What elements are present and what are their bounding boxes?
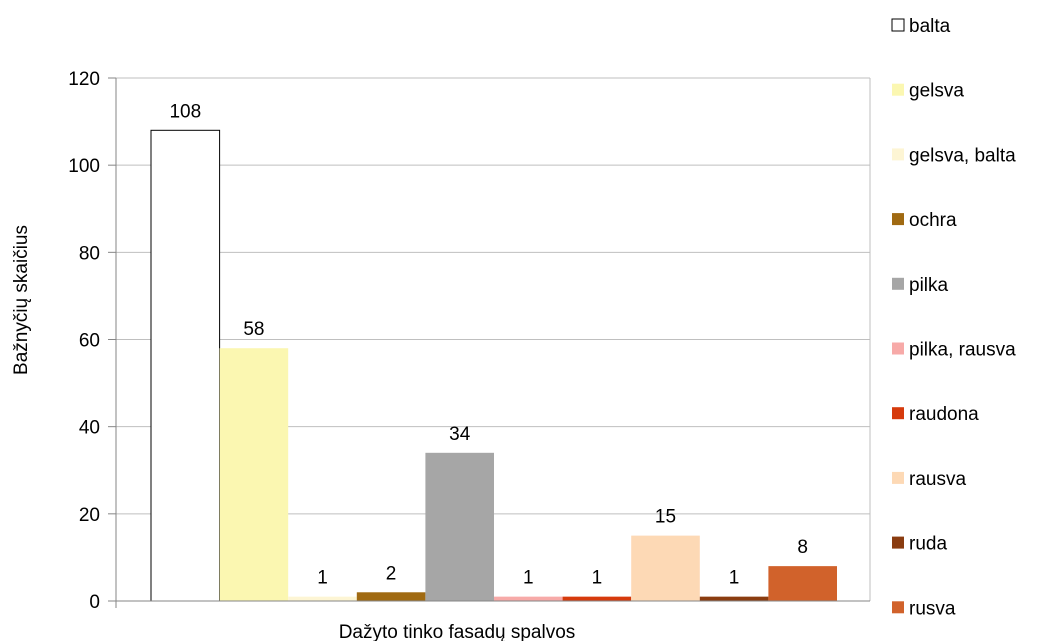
bar-gelsva [219, 348, 289, 601]
y-axis-title: Bažnyčių skaičius [11, 225, 32, 375]
bar-ruda [699, 596, 769, 601]
bar-gelsva-balta [288, 596, 357, 601]
y-tick-label: 120 [68, 69, 100, 90]
legend-swatch [892, 536, 904, 549]
y-tick-label: 0 [89, 592, 100, 613]
legend-label: raudona [909, 404, 979, 425]
bar-rusva [768, 566, 837, 601]
legend: balta gelsva gelsva, balta ochra pilka pilka,… [891, 16, 1016, 619]
data-label: 1 [523, 568, 534, 589]
bar-ochra [356, 592, 426, 601]
legend-label: ruda [909, 534, 947, 555]
data-label: 2 [386, 563, 397, 584]
legend-label: ochra [909, 210, 957, 231]
data-label: 1 [592, 568, 603, 589]
legend-swatch [892, 148, 904, 161]
data-labels-group: 108 58 1 2 34 1 1 15 1 8 [169, 101, 808, 588]
data-label: 15 [655, 507, 676, 528]
legend-label: gelsva [909, 81, 964, 102]
legend-swatch [891, 18, 905, 32]
bar-balta [150, 129, 221, 602]
legend-label: pilka, rausva [909, 340, 1016, 361]
y-tick-label: 40 [79, 418, 100, 439]
y-tick-label: 60 [79, 331, 100, 352]
legend-label: gelsva, balta [909, 145, 1016, 166]
data-label: 34 [449, 424, 471, 445]
legend-label: rausva [909, 469, 966, 490]
bar-raudona [562, 596, 632, 601]
legend-swatch [892, 407, 904, 420]
legend-swatch [892, 83, 904, 96]
legend-swatch [892, 471, 904, 484]
data-label: 1 [729, 568, 740, 589]
legend-swatch [892, 601, 904, 614]
y-tick-label: 100 [68, 156, 100, 177]
bars-group [150, 129, 837, 602]
data-label: 8 [797, 537, 808, 558]
y-tick-label: 80 [79, 243, 100, 264]
bar-rausva [631, 535, 700, 601]
legend-label: pilka [909, 275, 949, 296]
data-label: 58 [243, 319, 264, 340]
bar-pilka [425, 452, 494, 601]
legend-swatch [892, 213, 904, 226]
legend-swatch [892, 342, 904, 355]
legend-swatch [892, 277, 904, 290]
bar-pilka-rausva [494, 596, 563, 601]
data-label: 108 [169, 101, 201, 122]
data-label: 1 [317, 568, 328, 589]
y-tick-label: 20 [79, 505, 100, 526]
legend-label: balta [909, 16, 951, 37]
y-tick-labels: 0 20 40 60 80 100 120 [68, 69, 116, 613]
x-axis-title: Dažyto tinko fasadų spalvos [339, 622, 576, 641]
legend-label: rusva [909, 598, 956, 619]
